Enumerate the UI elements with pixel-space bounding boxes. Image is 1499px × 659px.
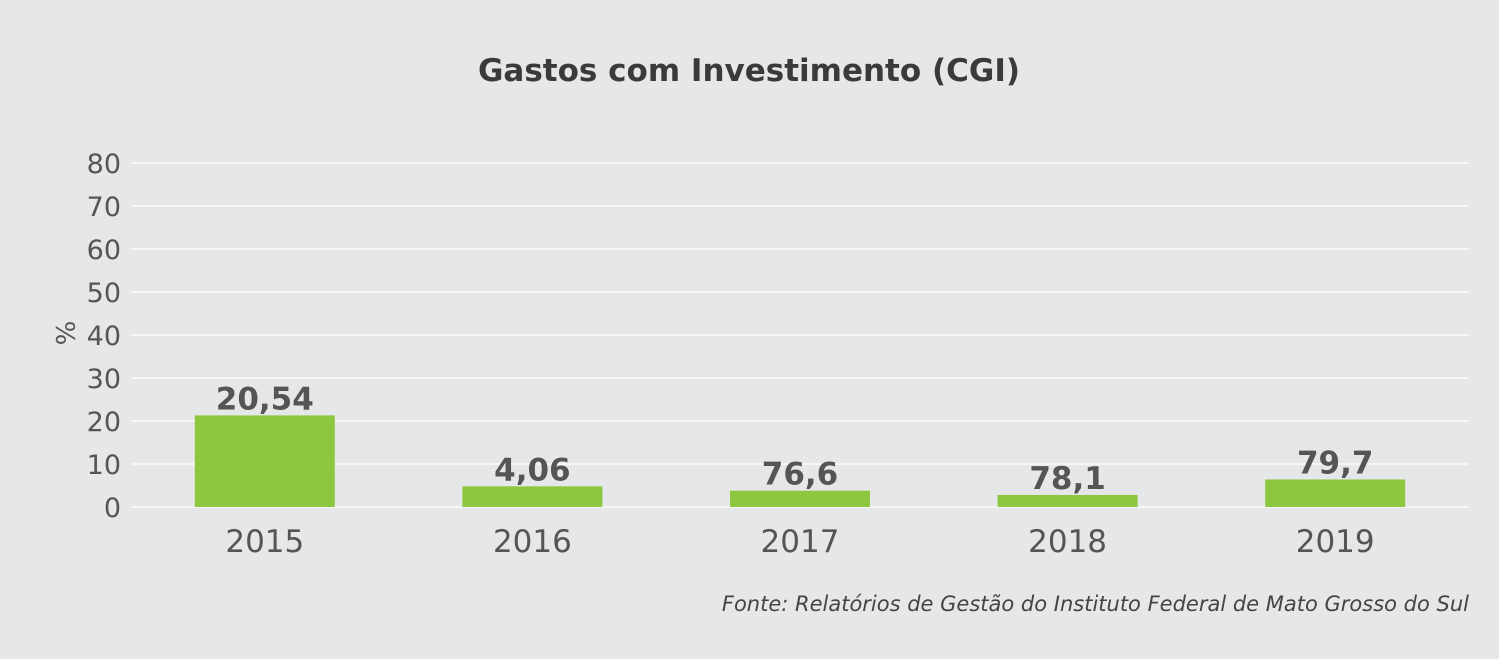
chart-title: Gastos com Investimento (CGI) <box>478 53 1020 89</box>
y-tick-label: 70 <box>87 192 121 223</box>
x-category-label: 2019 <box>1296 524 1375 560</box>
bar <box>462 486 603 507</box>
data-label: 79,7 <box>1297 445 1374 481</box>
y-tick-label: 50 <box>87 278 121 309</box>
data-label: 20,54 <box>216 381 314 417</box>
y-tick-label: 60 <box>87 235 121 266</box>
x-category-label: 2015 <box>225 524 304 560</box>
bars <box>194 415 1406 507</box>
y-tick-label: 40 <box>87 321 121 352</box>
y-tick-label: 10 <box>87 450 121 481</box>
data-label: 78,1 <box>1029 461 1106 497</box>
bar <box>1265 479 1406 507</box>
bar <box>730 490 870 507</box>
data-labels: 20,54 4,06 76,6 78,1 79,7 <box>216 381 1374 497</box>
data-label: 4,06 <box>494 452 571 488</box>
y-axis-label: % <box>52 321 82 346</box>
source-note: Fonte: Relatórios de Gestão do Instituto… <box>722 592 1469 616</box>
y-axis-ticks: 0 10 20 30 40 50 60 70 80 <box>87 149 121 524</box>
bar <box>997 494 1138 507</box>
x-axis-categories: 2015 2016 2017 2018 2019 <box>225 524 1374 560</box>
y-tick-label: 30 <box>87 364 121 395</box>
x-category-label: 2016 <box>493 524 572 560</box>
y-tick-label: 0 <box>104 493 121 524</box>
x-category-label: 2017 <box>761 524 840 560</box>
data-label: 76,6 <box>762 457 839 493</box>
x-category-label: 2018 <box>1028 524 1107 560</box>
gridlines <box>131 162 1469 508</box>
bar <box>194 415 335 507</box>
y-tick-label: 80 <box>87 149 121 180</box>
y-tick-label: 20 <box>87 407 121 438</box>
